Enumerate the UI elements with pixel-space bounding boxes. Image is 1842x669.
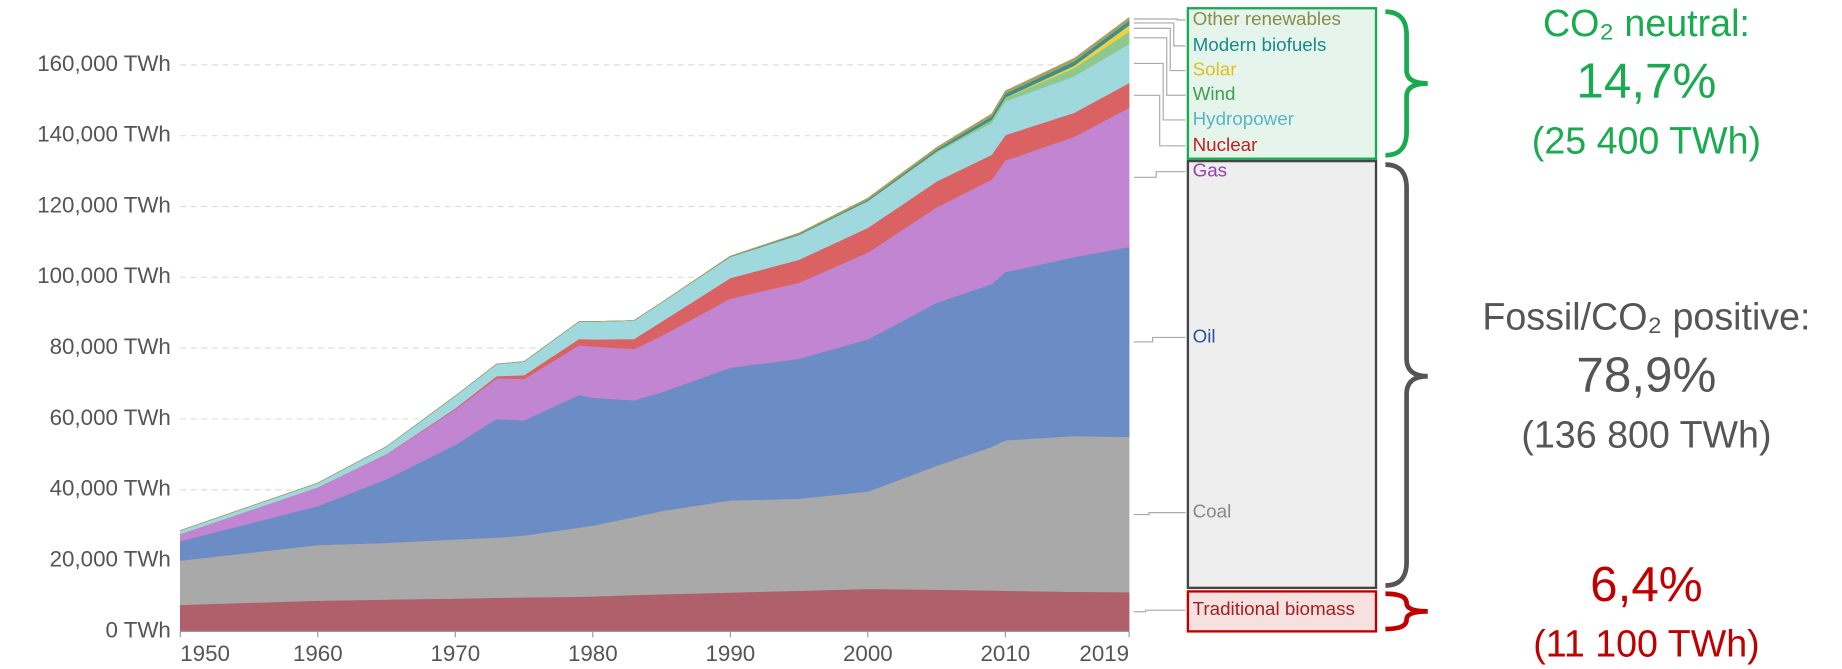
brace [1385,9,1428,158]
group-share: 14,7% [1576,54,1716,109]
group-box [1186,159,1378,590]
legend-label: Solar [1193,59,1237,80]
x-tick-label: 1970 [430,641,480,666]
x-tick-label: 2019 [1079,641,1129,666]
y-tick-label: 160,000 TWh [37,51,171,76]
legend-label: Hydropower [1193,108,1294,129]
legend-label: Nuclear [1193,134,1258,155]
x-tick-label: 1960 [293,641,343,666]
y-tick-label: 40,000 TWh [50,476,171,501]
legend-label: Traditional biomass [1193,598,1355,619]
leader-line [1133,171,1186,178]
leader-line [1133,62,1186,121]
brace [1385,162,1428,588]
leader-line [1133,18,1186,21]
y-tick-label: 120,000 TWh [37,192,171,217]
group-title: Fossil/CO₂ positive: [1482,296,1810,338]
group-energy: (25 400 TWh) [1532,119,1761,161]
leader-line [1133,609,1186,613]
x-tick-label: 2010 [981,641,1031,666]
group-energy: (136 800 TWh) [1521,413,1771,455]
group-box [1186,7,1378,160]
y-tick-label: 80,000 TWh [50,334,171,359]
y-tick-label: 140,000 TWh [37,122,171,147]
y-tick-label: 20,000 TWh [50,546,171,571]
leader-line [1133,27,1186,72]
leader-line [1133,37,1186,96]
group-box [1186,590,1378,633]
legend-label: Modern biofuels [1193,34,1327,55]
y-tick-label: 100,000 TWh [37,263,171,288]
x-tick-label: 1990 [705,641,755,666]
leader-line [1133,336,1186,343]
x-tick-label: 2000 [843,641,893,666]
x-tick-label: 1980 [568,641,618,666]
legend-label: Oil [1193,325,1216,346]
group-energy: (11 100 TWh) [1533,623,1759,665]
group-title: CO₂ neutral: [1543,2,1750,44]
y-tick-label: 0 TWh [106,617,171,642]
legend-label: Wind [1193,83,1236,104]
x-tick-label: 1950 [180,641,230,666]
legend-label: Gas [1193,160,1227,181]
group-share: 78,9% [1576,348,1716,403]
leader-line [1133,22,1186,47]
leader-line [1133,512,1186,516]
legend-label: Other renewables [1193,8,1341,29]
group-share: 6,4% [1590,557,1703,612]
area [180,16,1130,531]
legend-label: Coal [1193,501,1232,522]
leader-line [1133,94,1186,147]
brace [1385,591,1428,632]
y-tick-label: 60,000 TWh [50,405,171,430]
